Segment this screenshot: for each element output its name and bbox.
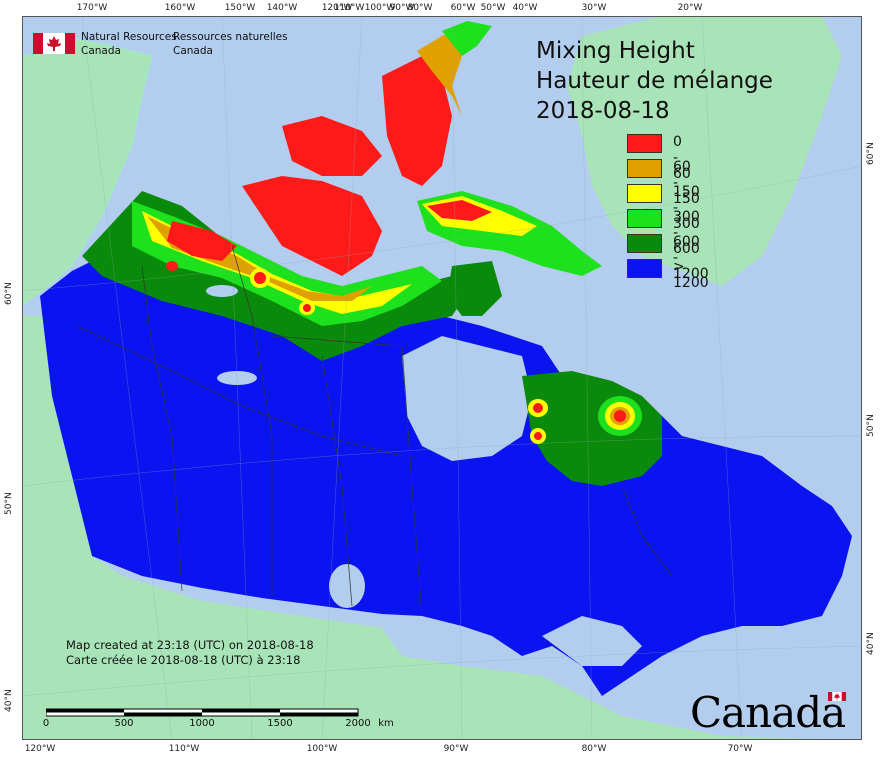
scale-unit: km <box>378 718 394 729</box>
graticule-lines <box>22 16 862 740</box>
lat-tick-label: 60°N <box>866 142 876 165</box>
map-title-en: Mixing Height <box>536 38 695 64</box>
lon-tick-label: 70°W <box>727 744 753 754</box>
lake-winnipeg <box>329 564 365 608</box>
lat-tick-label: 40°N <box>4 689 14 712</box>
scale-bar: 0 500 1000 1500 2000 km <box>43 704 394 729</box>
provincial-borders <box>76 245 673 617</box>
lon-tick-label: 110°W <box>333 3 365 13</box>
creation-line-fr: Carte créée le 2018-08-18 (UTC) à 23:18 <box>66 653 301 667</box>
lon-tick-label: 80°W <box>407 3 433 13</box>
lon-tick-label: 30°W <box>581 3 607 13</box>
coast-hotspot <box>303 304 311 312</box>
lon-tick-label: 160°W <box>164 3 196 13</box>
lon-tick-label: 90°W <box>443 744 469 754</box>
great-lakes <box>542 616 642 666</box>
agency-fr-line2: Canada <box>173 45 213 57</box>
lon-tick-label: 110°W <box>168 744 200 754</box>
map-canvas <box>22 16 862 740</box>
lon-tick-label: 120°W <box>24 744 56 754</box>
canada-flag-icon <box>33 33 75 54</box>
baffin-red <box>427 200 492 221</box>
creation-line-en: Map created at 23:18 (UTC) on 2018-08-18 <box>66 638 314 652</box>
nw-hotspot <box>254 272 266 284</box>
lon-tick-label: 170°W <box>76 3 108 13</box>
legend-swatch <box>627 234 662 253</box>
yukon-red <box>167 221 237 261</box>
baffin-south-green <box>447 261 502 316</box>
legend-label: 300 - 600 <box>673 209 700 257</box>
agency-fr-line1: Ressources naturelles <box>173 31 288 43</box>
lon-tick-label: 50°W <box>480 3 506 13</box>
great-bear-lake <box>206 285 238 297</box>
legend-label: 0 - 60 <box>673 134 691 182</box>
lon-tick-label: 90°W <box>389 3 415 13</box>
map-date: 2018-08-18 <box>536 98 670 124</box>
creation-note: Map created at 23:18 (UTC) on 2018-08-18… <box>66 638 314 668</box>
yukon-hotspot <box>166 261 178 271</box>
legend-label: 60 - 150 <box>673 159 700 207</box>
legend-label: 150 - 300 <box>673 184 700 232</box>
lon-tick-label: 140°W <box>266 3 298 13</box>
contour-150-300 <box>142 211 412 314</box>
canada-mainland <box>40 246 852 696</box>
lat-tick-label: 50°N <box>866 414 876 437</box>
scale-label: 2000 <box>345 718 371 729</box>
agency-name-en: Natural Resources Canada <box>81 30 177 58</box>
ellesmere-green <box>442 21 492 56</box>
legend-label: 600 - 1200 <box>673 234 709 282</box>
wordmark-flag-icon <box>828 692 846 701</box>
lon-tick-label: 80°W <box>581 744 607 754</box>
legend-swatch <box>627 184 662 203</box>
arctic-island-red-1 <box>242 176 382 276</box>
agency-en-line2: Canada <box>81 45 121 57</box>
map-svg <box>22 16 862 740</box>
agency-name-fr: Ressources naturelles Canada <box>173 30 288 58</box>
legend-swatch <box>627 134 662 153</box>
lat-tick-label: 50°N <box>4 492 14 515</box>
lon-tick-label: 40°W <box>512 3 538 13</box>
legend-label: > 1200 <box>673 259 709 291</box>
usa <box>22 316 862 740</box>
canada-wordmark: Canada <box>690 688 846 737</box>
lon-tick-label: 100°W <box>364 3 396 13</box>
legend-swatch <box>627 209 662 228</box>
map-title-fr: Hauteur de mélange <box>536 68 773 94</box>
legend-swatch <box>627 259 662 278</box>
arctic-island-red-2 <box>282 116 382 176</box>
scale-label: 1000 <box>189 718 215 729</box>
lon-tick-label: 150°W <box>224 3 256 13</box>
legend-swatch <box>627 159 662 178</box>
ellesmere-red <box>382 56 452 186</box>
lat-tick-label: 60°N <box>4 282 14 305</box>
agency-en-line1: Natural Resources <box>81 31 177 43</box>
lat-tick-label: 40°N <box>866 632 876 655</box>
lon-tick-label: 20°W <box>677 3 703 13</box>
lon-tick-label: 100°W <box>306 744 338 754</box>
scale-label: 500 <box>114 718 134 729</box>
scale-label: 1500 <box>267 718 293 729</box>
quebec-ring-0 <box>614 410 626 422</box>
lon-tick-label: 60°W <box>450 3 476 13</box>
james-bay-dot-2 <box>534 432 542 440</box>
james-bay-dot-1 <box>533 403 543 413</box>
hudson-bay <box>402 336 532 461</box>
lon-tick-label: 120°W <box>321 3 353 13</box>
scale-label: 0 <box>42 718 50 729</box>
scale-bar-graphic <box>45 708 359 717</box>
